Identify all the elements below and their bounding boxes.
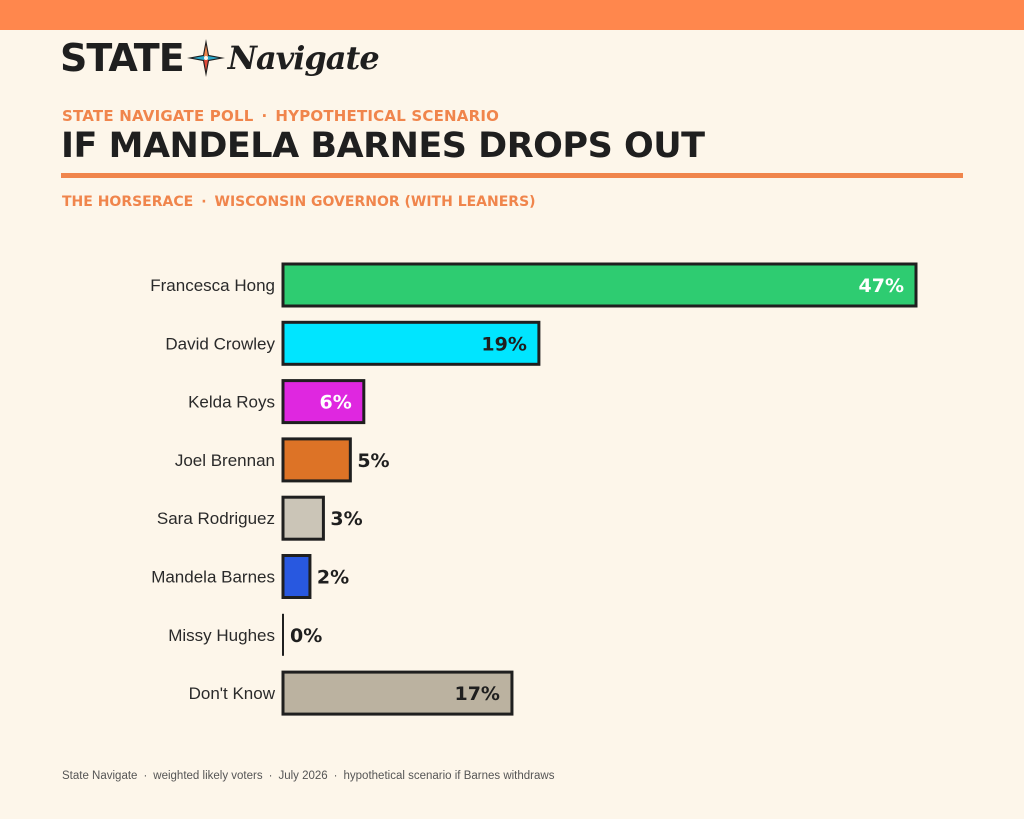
candidate-label: Francesca Hong [150, 276, 275, 295]
poll-kicker: STATE NAVIGATE POLL · HYPOTHETICAL SCENARI… [62, 107, 499, 125]
footnote-note: hypothetical scenario if Barnes withdraw… [343, 770, 555, 782]
bar [281, 379, 366, 425]
source-footnote: State Navigate · weighted likely voters · Ju… [62, 770, 554, 782]
footnote-source: State Navigate [62, 770, 138, 782]
footnote-date: July 2026 [278, 770, 328, 782]
logo-navigate-text: Navigate [227, 39, 380, 77]
candidate-label: Joel Brennan [175, 451, 275, 470]
compass-star-icon [186, 39, 225, 77]
footnote-separator: · [143, 770, 148, 782]
subhead-section: THE HORSERACE [62, 194, 194, 210]
kicker-separator: · [261, 107, 268, 125]
candidate-label: Missy Hughes [168, 626, 275, 645]
bar [281, 495, 325, 541]
horserace-bar-chart: Francesca Hong 47% David Crowley 19% Kelda R… [150, 262, 918, 716]
footnote-separator: · [268, 770, 273, 782]
bar [281, 670, 514, 716]
bar [281, 320, 541, 366]
bar [281, 262, 918, 308]
footnote-separator: · [333, 770, 338, 782]
value-label: 5% [357, 450, 389, 472]
top-accent-band [0, 0, 1024, 30]
value-label: 17% [454, 683, 499, 705]
chart-subhead: THE HORSERACE · WISCONSIN GOVERNOR (WITH L… [62, 194, 536, 210]
candidate-label: David Crowley [165, 334, 275, 353]
footnote-sample: weighted likely voters [153, 770, 263, 782]
bar [281, 437, 352, 483]
value-label: 19% [481, 333, 526, 355]
subhead-race: WISCONSIN GOVERNOR (WITH LEANERS) [214, 194, 536, 210]
candidate-label: Kelda Roys [188, 393, 275, 412]
subhead-separator: · [201, 194, 207, 210]
value-label: 3% [330, 508, 362, 530]
kicker-poll-name: STATE NAVIGATE POLL [62, 107, 254, 125]
candidate-label: Mandela Barnes [151, 568, 275, 587]
kicker-scenario: HYPOTHETICAL SCENARIO [275, 107, 500, 125]
logo-state-text: STATE [60, 36, 185, 80]
state-navigate-logo: STATE Navigate [60, 36, 380, 80]
candidate-label: Sara Rodriguez [157, 509, 275, 528]
bar [281, 554, 312, 599]
value-label: 0% [290, 625, 322, 647]
value-label: 2% [317, 567, 349, 589]
title-divider [61, 173, 963, 178]
value-label: 47% [859, 275, 904, 297]
candidate-label: Don't Know [189, 684, 276, 703]
page-title: IF MANDELA BARNES DROPS OUT [61, 126, 705, 166]
value-label: 6% [320, 392, 352, 414]
